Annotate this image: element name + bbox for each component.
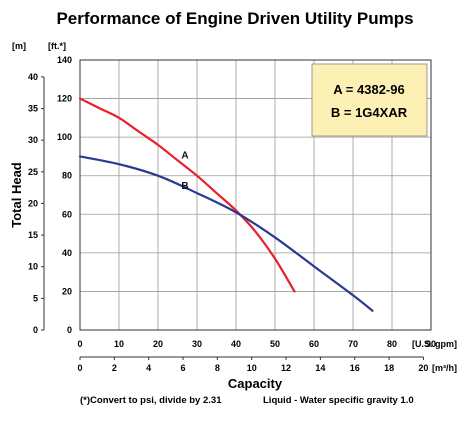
y-meter-tick-label: 20 xyxy=(28,198,38,208)
x-m3h-tick-label: 14 xyxy=(315,363,325,373)
x-m3h-tick-label: 8 xyxy=(215,363,220,373)
x-gpm-tick-labels: 0 10 20 30 40 50 60 70 80 90 xyxy=(77,339,436,349)
x-gpm-tick-label: 30 xyxy=(192,339,202,349)
x-m3h-tick-label: 20 xyxy=(418,363,428,373)
x-gpm-tick-label: 70 xyxy=(348,339,358,349)
y-meter-tick-label: 35 xyxy=(28,104,38,114)
y-meter-tick-label: 0 xyxy=(33,325,38,335)
x-gpm-tick-label: 80 xyxy=(387,339,397,349)
y-axis-title: Total Head xyxy=(9,162,24,228)
y-meter-tick-label: 30 xyxy=(28,135,38,145)
series-a-line xyxy=(78,97,296,293)
legend-line-a: A = 4382-96 xyxy=(333,82,404,97)
x-m3h-tick-label: 16 xyxy=(350,363,360,373)
y-unit-feet: [ft.*] xyxy=(48,41,66,51)
x-m3h-tick-label: 0 xyxy=(77,363,82,373)
y-meter-tick-label: 5 xyxy=(33,293,38,303)
y-meter-tick-labels: 0 5 10 15 20 25 30 35 40 xyxy=(28,72,45,335)
footnote-psi: (*)Convert to psi, divide by 2.31 xyxy=(80,395,222,406)
x-m3h-tick-label: 6 xyxy=(181,363,186,373)
x-gpm-tick-label: 10 xyxy=(114,339,124,349)
plot-frame xyxy=(79,59,432,331)
footnote-liquid: Liquid - Water specific gravity 1.0 xyxy=(263,395,414,406)
y-feet-tick-label: 100 xyxy=(57,132,72,142)
x-gpm-tick-label: 90 xyxy=(426,339,436,349)
x-gpm-tick-label: 40 xyxy=(231,339,241,349)
y-feet-tick-label: 40 xyxy=(62,248,72,258)
y-meter-tick-label: 10 xyxy=(28,262,38,272)
x-axis-title: Capacity xyxy=(228,376,283,391)
series-a-label: A xyxy=(181,150,188,161)
series-b-line xyxy=(78,155,374,312)
y-meter-tick-label: 40 xyxy=(28,72,38,82)
legend-line-b: B = 1G4XAR xyxy=(331,105,408,120)
series-layer xyxy=(78,97,374,312)
y-feet-tick-label: 60 xyxy=(62,209,72,219)
x-m3h-tick-label: 18 xyxy=(384,363,394,373)
x-gpm-tick-label: 60 xyxy=(309,339,319,349)
x-unit-m3h: [m³/h] xyxy=(432,363,457,373)
x-m3h-tick-label: 12 xyxy=(281,363,291,373)
x-m3h-tick-label: 10 xyxy=(247,363,257,373)
x-gpm-tick-label: 20 xyxy=(153,339,163,349)
y-feet-tick-label: 80 xyxy=(62,171,72,181)
x-m3h-tick-label: 4 xyxy=(146,363,151,373)
series-b-label: B xyxy=(181,181,188,192)
x-m3h-tick-label: 2 xyxy=(112,363,117,373)
y-unit-meters: [m] xyxy=(12,41,26,51)
chart-title: Performance of Engine Driven Utility Pum… xyxy=(56,9,413,28)
y-feet-tick-label: 120 xyxy=(57,94,72,104)
y-feet-tick-labels: 0 20 40 60 80 100 120 140 xyxy=(57,55,72,335)
y-meter-tick-label: 15 xyxy=(28,230,38,240)
y-meter-tick-label: 25 xyxy=(28,167,38,177)
x-m3h-tick-labels: 0 2 4 6 8 10 12 14 16 18 20 xyxy=(77,356,428,373)
legend-box: A = 4382-96 B = 1G4XAR xyxy=(311,63,428,137)
y-feet-tick-label: 140 xyxy=(57,55,72,65)
x-gpm-tick-label: 0 xyxy=(77,339,82,349)
y-feet-tick-label: 0 xyxy=(67,325,72,335)
y-feet-tick-label: 20 xyxy=(62,286,72,296)
x-gpm-tick-label: 50 xyxy=(270,339,280,349)
x-unit-gpm: [U.S. gpm] xyxy=(412,339,457,349)
